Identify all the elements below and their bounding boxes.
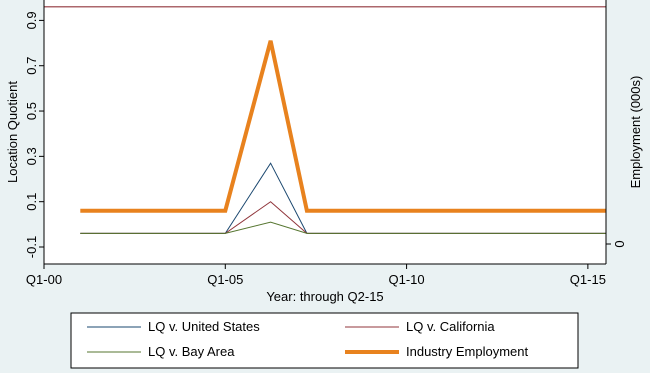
y-tick-label: 0.5 — [24, 102, 39, 120]
y-tick-label: 0.7 — [24, 57, 39, 75]
x-axis-title: Year: through Q2-15 — [266, 289, 383, 304]
legend-label-industry-employment: Industry Employment — [406, 344, 528, 359]
legend-label-lq-v-bay-area: LQ v. Bay Area — [148, 344, 235, 359]
y2-axis-title: Employment (000s) — [628, 76, 643, 189]
y2-tick-label: 0 — [612, 240, 627, 247]
axis-layer — [43, 0, 607, 265]
legend-label-lq-v-united-states: LQ v. United States — [148, 319, 260, 334]
y-tick-label: -0.1 — [24, 236, 39, 258]
y-tick-label: 0.1 — [24, 193, 39, 211]
series-layer — [44, 6, 606, 234]
y-tick-label: 0.9 — [24, 11, 39, 29]
tick-layer: -0.1 0.1 0.3 0.5 0.7 0.9 0 Q1-00 Q1-05 Q1-10 Q1-15 — [24, 11, 627, 287]
x-tick-label: Q1-05 — [207, 272, 243, 287]
legend: LQ v. United States LQ v. California LQ v.… — [70, 312, 579, 369]
x-tick-label: Q1-10 — [389, 272, 425, 287]
series-line-lq-v-bay-area — [80, 221, 606, 234]
series-line-industry-employment — [80, 40, 606, 213]
y-axis-title: Location Quotient — [5, 81, 20, 183]
legend-box — [70, 312, 579, 369]
x-tick-label: Q1-15 — [570, 272, 606, 287]
y-tick-label: 0.3 — [24, 147, 39, 165]
plot-area — [44, 0, 606, 264]
x-tick-label: Q1-00 — [26, 272, 62, 287]
legend-label-lq-v-california: LQ v. California — [406, 319, 495, 334]
